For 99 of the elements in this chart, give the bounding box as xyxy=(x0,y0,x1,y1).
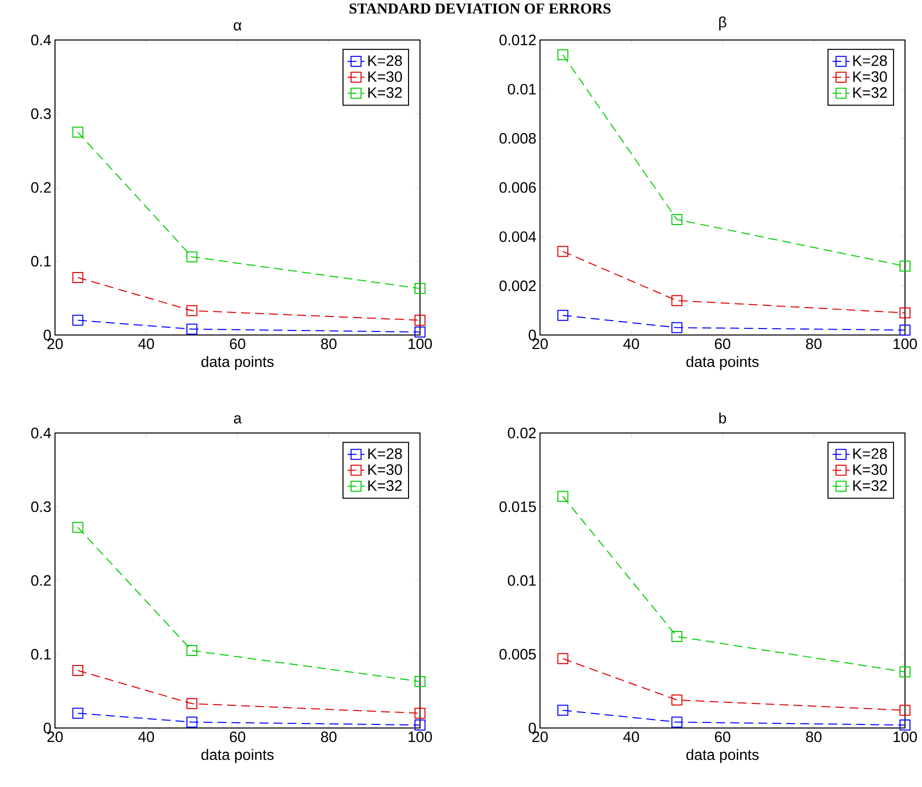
legend-label: K=30 xyxy=(368,71,402,82)
point xyxy=(671,322,682,334)
x-tick-label: 60 xyxy=(230,732,246,742)
x-axis-title: data points xyxy=(686,356,759,370)
point xyxy=(72,272,84,283)
point xyxy=(414,720,426,731)
y-tick-label: 0 xyxy=(44,330,51,340)
point xyxy=(899,720,910,731)
y-tick-label: 0.012 xyxy=(500,34,536,46)
y-tick-label: 0.4 xyxy=(31,34,52,46)
y-tick-label: 0.02 xyxy=(508,428,536,438)
x-tick-label: 40 xyxy=(623,338,639,350)
y-tick-label: 0.005 xyxy=(500,648,536,660)
x-axis-title: data points xyxy=(201,749,274,763)
point xyxy=(186,716,198,728)
x-tick-label: 100 xyxy=(408,338,432,350)
legend-label: K=30 xyxy=(853,71,887,82)
x-tick-label: 40 xyxy=(138,732,154,742)
chart-title: a xyxy=(234,415,242,424)
legend-label: K=28 xyxy=(368,55,402,66)
point xyxy=(186,698,198,710)
y-tick-label: 0.3 xyxy=(31,108,51,120)
x-tick-label: 100 xyxy=(408,732,432,742)
x-tick-label: 100 xyxy=(894,338,917,350)
y-tick-label: 0.015 xyxy=(500,501,536,512)
x-tick-label: 40 xyxy=(623,732,639,742)
y-tick-label: 0.01 xyxy=(508,84,536,94)
x-tick-label: 20 xyxy=(532,338,548,350)
point xyxy=(557,490,568,502)
x-axis-title: data points xyxy=(201,356,274,370)
chart-title: b xyxy=(719,412,726,424)
point xyxy=(414,676,426,688)
point xyxy=(557,49,568,60)
point xyxy=(414,326,426,338)
y-tick-label: 0.01 xyxy=(508,575,536,586)
legend-label: K=32 xyxy=(368,480,402,491)
y-tick-label: 0.1 xyxy=(31,648,51,660)
x-tick-label: 60 xyxy=(714,338,730,350)
chart-title: α xyxy=(234,22,242,30)
point xyxy=(671,631,682,642)
text: STANDARD DEVIATION OF ERRORS xyxy=(350,4,611,14)
x-axis-title: data points xyxy=(686,749,759,763)
y-tick-label: 0.002 xyxy=(500,280,536,292)
point xyxy=(414,708,426,719)
legend-label: K=28 xyxy=(853,55,887,66)
y-tick-label: 0.2 xyxy=(31,575,51,586)
point xyxy=(899,324,910,336)
x-tick-label: 40 xyxy=(138,338,154,350)
point xyxy=(557,310,568,321)
y-tick-label: 0.4 xyxy=(31,428,52,438)
point xyxy=(186,324,198,335)
x-tick-label: 20 xyxy=(47,732,63,742)
point xyxy=(899,307,910,318)
y-tick-label: 0.1 xyxy=(31,256,51,267)
x-tick-label: 80 xyxy=(321,338,336,350)
y-tick-label: 0.008 xyxy=(500,133,536,144)
legend-label: K=28 xyxy=(368,448,402,459)
legend-label: K=32 xyxy=(853,480,887,491)
point xyxy=(557,246,568,257)
legend-label: K=30 xyxy=(368,464,402,475)
point xyxy=(557,653,568,664)
y-tick-label: 0 xyxy=(528,722,536,734)
point xyxy=(186,251,198,262)
point xyxy=(72,708,84,719)
legend-label: K=32 xyxy=(853,87,887,98)
x-tick-label: 100 xyxy=(894,732,917,742)
point xyxy=(186,305,198,316)
legend-label: K=28 xyxy=(853,448,887,459)
y-tick-label: 0 xyxy=(528,330,536,340)
x-tick-label: 80 xyxy=(321,732,336,742)
point xyxy=(899,260,910,272)
point xyxy=(72,664,84,676)
point xyxy=(72,522,84,533)
y-tick-label: 0.3 xyxy=(31,501,51,512)
y-tick-label: 0.006 xyxy=(500,182,536,193)
x-tick-label: 60 xyxy=(230,338,246,350)
x-tick-label: 80 xyxy=(806,732,822,742)
point xyxy=(671,694,682,706)
point xyxy=(899,704,910,716)
point xyxy=(671,295,682,306)
y-tick-label: 0.004 xyxy=(500,231,536,242)
point xyxy=(72,126,84,138)
y-tick-label: 0 xyxy=(44,722,51,734)
legend-label: K=30 xyxy=(853,464,887,475)
point xyxy=(414,314,426,326)
x-tick-label: 20 xyxy=(532,732,548,742)
point xyxy=(414,283,426,294)
point xyxy=(186,645,198,656)
legend-label: K=32 xyxy=(368,87,402,98)
x-tick-label: 20 xyxy=(47,338,63,350)
x-tick-label: 60 xyxy=(714,732,730,742)
point xyxy=(671,214,682,225)
point xyxy=(72,314,84,326)
y-tick-label: 0.2 xyxy=(31,182,51,193)
x-tick-label: 80 xyxy=(806,338,822,350)
point xyxy=(899,666,910,678)
point xyxy=(557,704,568,716)
chart-title: β xyxy=(719,16,726,30)
point xyxy=(671,716,682,728)
